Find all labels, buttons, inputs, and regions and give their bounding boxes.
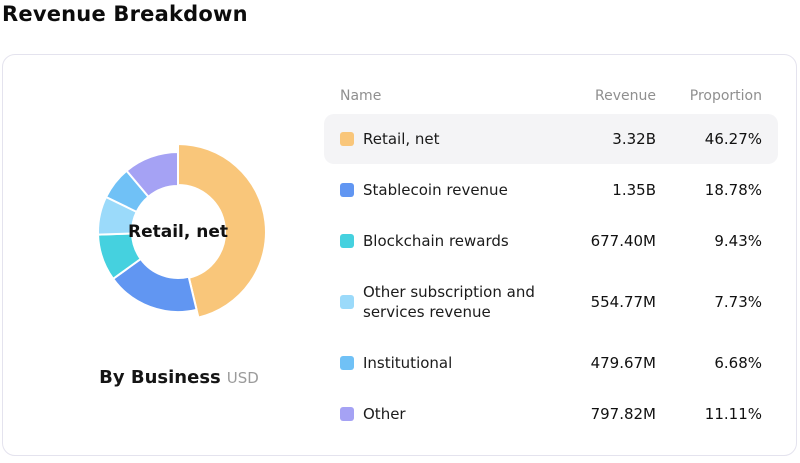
revenue-breakdown-card: Retail, net By Business USD Name Revenue … [2,54,797,456]
series-revenue: 554.77M [590,293,656,311]
table-row-5[interactable]: Other 797.82M 11.11% [324,389,778,439]
donut-slice-5[interactable] [125,151,179,198]
donut-chart: Retail, net [73,127,283,337]
series-color-swatch [340,132,354,146]
series-proportion: 18.78% [704,181,762,199]
series-name: Institutional [363,354,453,372]
series-color-swatch [340,407,354,421]
series-proportion: 9.43% [714,232,762,250]
page-title: Revenue Breakdown [2,2,248,26]
series-color-swatch [340,356,354,370]
table-row-4[interactable]: Institutional 479.67M 6.68% [324,338,778,388]
header-revenue: Revenue [595,88,656,104]
series-table-body: Retail, net 3.32B 46.27% Stablecoin reve… [324,114,778,439]
chart-title: By Business [99,367,221,388]
series-color-swatch [340,234,354,248]
series-proportion: 46.27% [704,130,762,148]
series-revenue: 1.35B [612,181,656,199]
series-name: Blockchain rewards [363,232,509,250]
series-revenue: 797.82M [590,405,656,423]
series-table: Name Revenue Proportion Retail, net 3.32… [324,85,778,439]
series-color-swatch [340,295,354,309]
table-row-0[interactable]: Retail, net 3.32B 46.27% [324,114,778,164]
series-name: Retail, net [363,130,440,148]
series-revenue: 3.32B [612,130,656,148]
header-proportion: Proportion [689,88,762,104]
donut-slice-0[interactable] [177,143,267,319]
table-row-1[interactable]: Stablecoin revenue 1.35B 18.78% [324,165,778,215]
table-row-2[interactable]: Blockchain rewards 677.40M 9.43% [324,216,778,266]
table-row-3[interactable]: Other subscription and services revenue … [324,267,778,337]
series-proportion: 6.68% [714,354,762,372]
series-name: Other [363,405,406,423]
series-name: Stablecoin revenue [363,181,508,199]
series-proportion: 7.73% [714,293,762,311]
series-revenue: 479.67M [590,354,656,372]
series-proportion: 11.11% [704,405,762,423]
chart-caption: By Business USD [3,367,355,388]
series-revenue: 677.40M [590,232,656,250]
header-name: Name [340,88,382,104]
table-header-row: Name Revenue Proportion [324,85,778,107]
donut-chart-svg [97,143,267,319]
series-name: Other subscription and services revenue [363,283,535,321]
series-color-swatch [340,183,354,197]
chart-unit-label: USD [226,369,259,387]
